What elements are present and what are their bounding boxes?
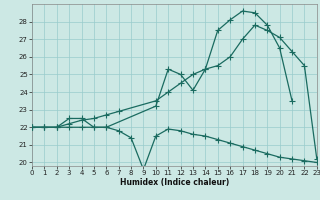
X-axis label: Humidex (Indice chaleur): Humidex (Indice chaleur) (120, 178, 229, 187)
